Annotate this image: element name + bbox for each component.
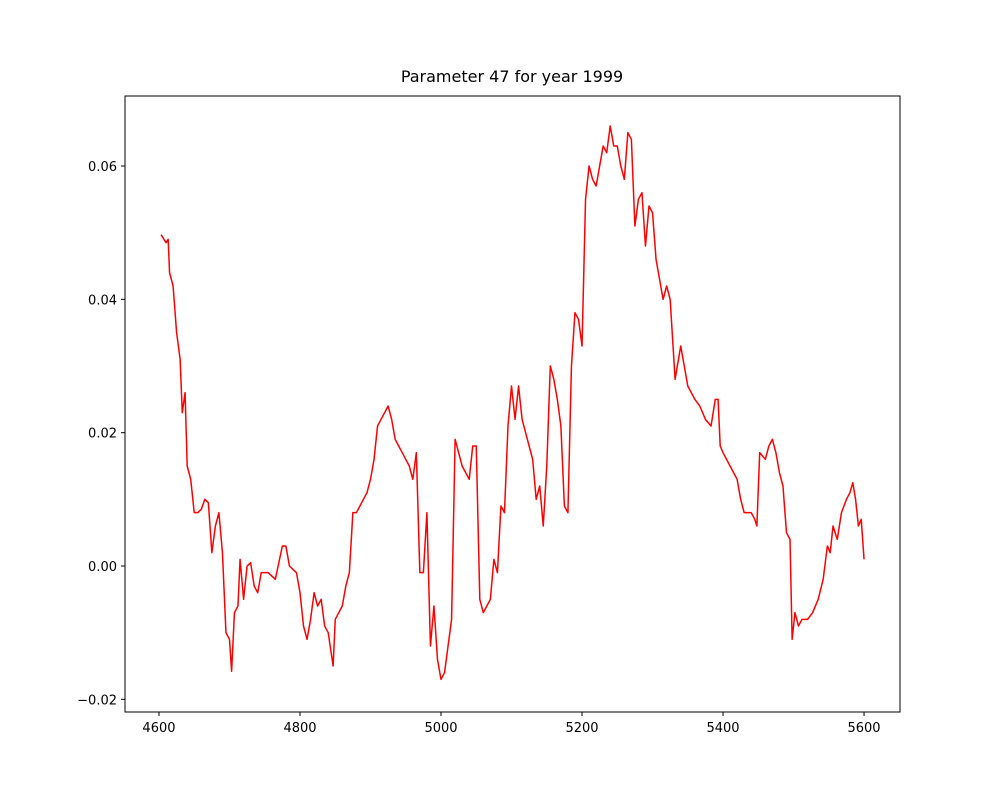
x-tick-label: 4600	[142, 721, 175, 736]
y-tick-label: 0.06	[88, 160, 117, 175]
y-tick-label: −0.02	[77, 693, 117, 708]
data-line	[160, 125, 865, 681]
plot-frame	[124, 95, 901, 713]
x-tick-label: 5400	[706, 721, 739, 736]
x-tick-label: 5000	[424, 721, 457, 736]
y-tick-label: 0.02	[88, 427, 117, 442]
y-tick-label: 0.00	[88, 560, 117, 575]
y-tick-label: 0.04	[88, 293, 117, 308]
chart-title: Parameter 47 for year 1999	[401, 67, 623, 86]
x-tick-label: 5200	[565, 721, 598, 736]
x-tick-label: 5600	[847, 721, 880, 736]
x-tick-label: 4800	[283, 721, 316, 736]
